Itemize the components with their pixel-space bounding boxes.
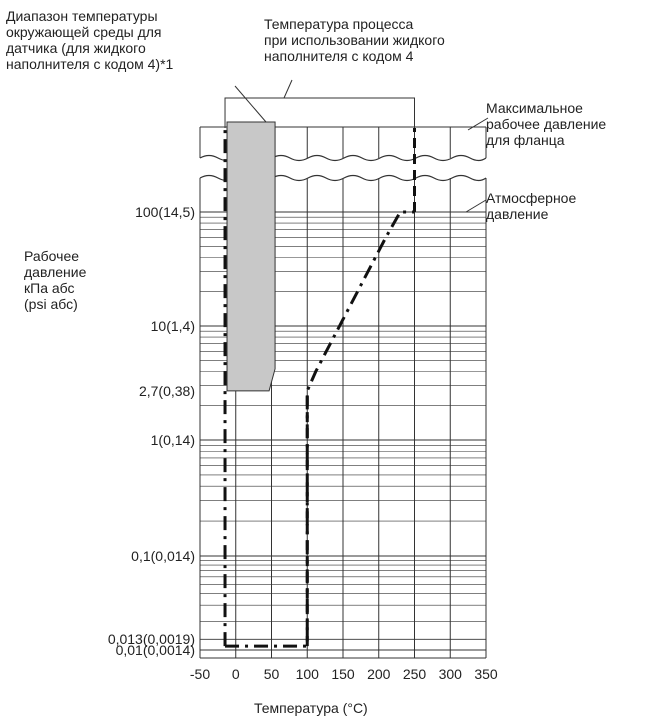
y-tick-label: 100(14,5): [135, 204, 195, 220]
x-tick-label: 200: [367, 666, 391, 682]
y-tick-label: 0,01(0,0014): [115, 642, 195, 658]
shaded-region: [226, 121, 276, 392]
x-tick-label: 250: [402, 666, 427, 682]
x-axis-label: Температура (°C): [254, 700, 368, 716]
series-group: [223, 128, 416, 648]
annotation-ambient-range: Диапазон температуры окружающей среды дл…: [6, 8, 174, 72]
annotation-max-pressure: Максимальное рабочее давление для фланца: [486, 100, 607, 148]
atmospheric-leader: [465, 199, 487, 213]
y-axis-label: Рабочее давление кПа абс (psi абс): [24, 248, 87, 312]
max-pressure-leader: [467, 117, 489, 131]
process-temp-bracket: [224, 97, 415, 128]
x-tick-label: 100: [295, 666, 319, 682]
process-temp-leader: [283, 79, 293, 99]
x-tick-label: -50: [189, 666, 211, 682]
y-tick-label: 10(1,4): [150, 318, 195, 334]
y-tick-label: 0,013(0,0019): [107, 631, 195, 648]
y-tick-label: 1(0,14): [150, 432, 195, 448]
x-tick-label: 50: [263, 666, 280, 682]
x-tick-label: 0: [231, 666, 240, 682]
series-line-0: [225, 210, 415, 648]
y-tick-label: 0,1(0,014): [131, 548, 195, 564]
ambient-range-leader: [234, 85, 267, 123]
x-tick-label: 300: [438, 666, 462, 682]
annotation-leaders: [224, 79, 489, 213]
x-tick-label: 350: [474, 666, 498, 682]
y-tick-label: 2,7(0,38): [138, 382, 195, 399]
x-tick-label: 150: [331, 666, 355, 682]
annotation-atmospheric: Атмосферное давление: [486, 190, 577, 222]
shaded-region-group: [226, 121, 276, 392]
annotation-process-temp: Температура процесса при использовании ж…: [264, 16, 445, 64]
